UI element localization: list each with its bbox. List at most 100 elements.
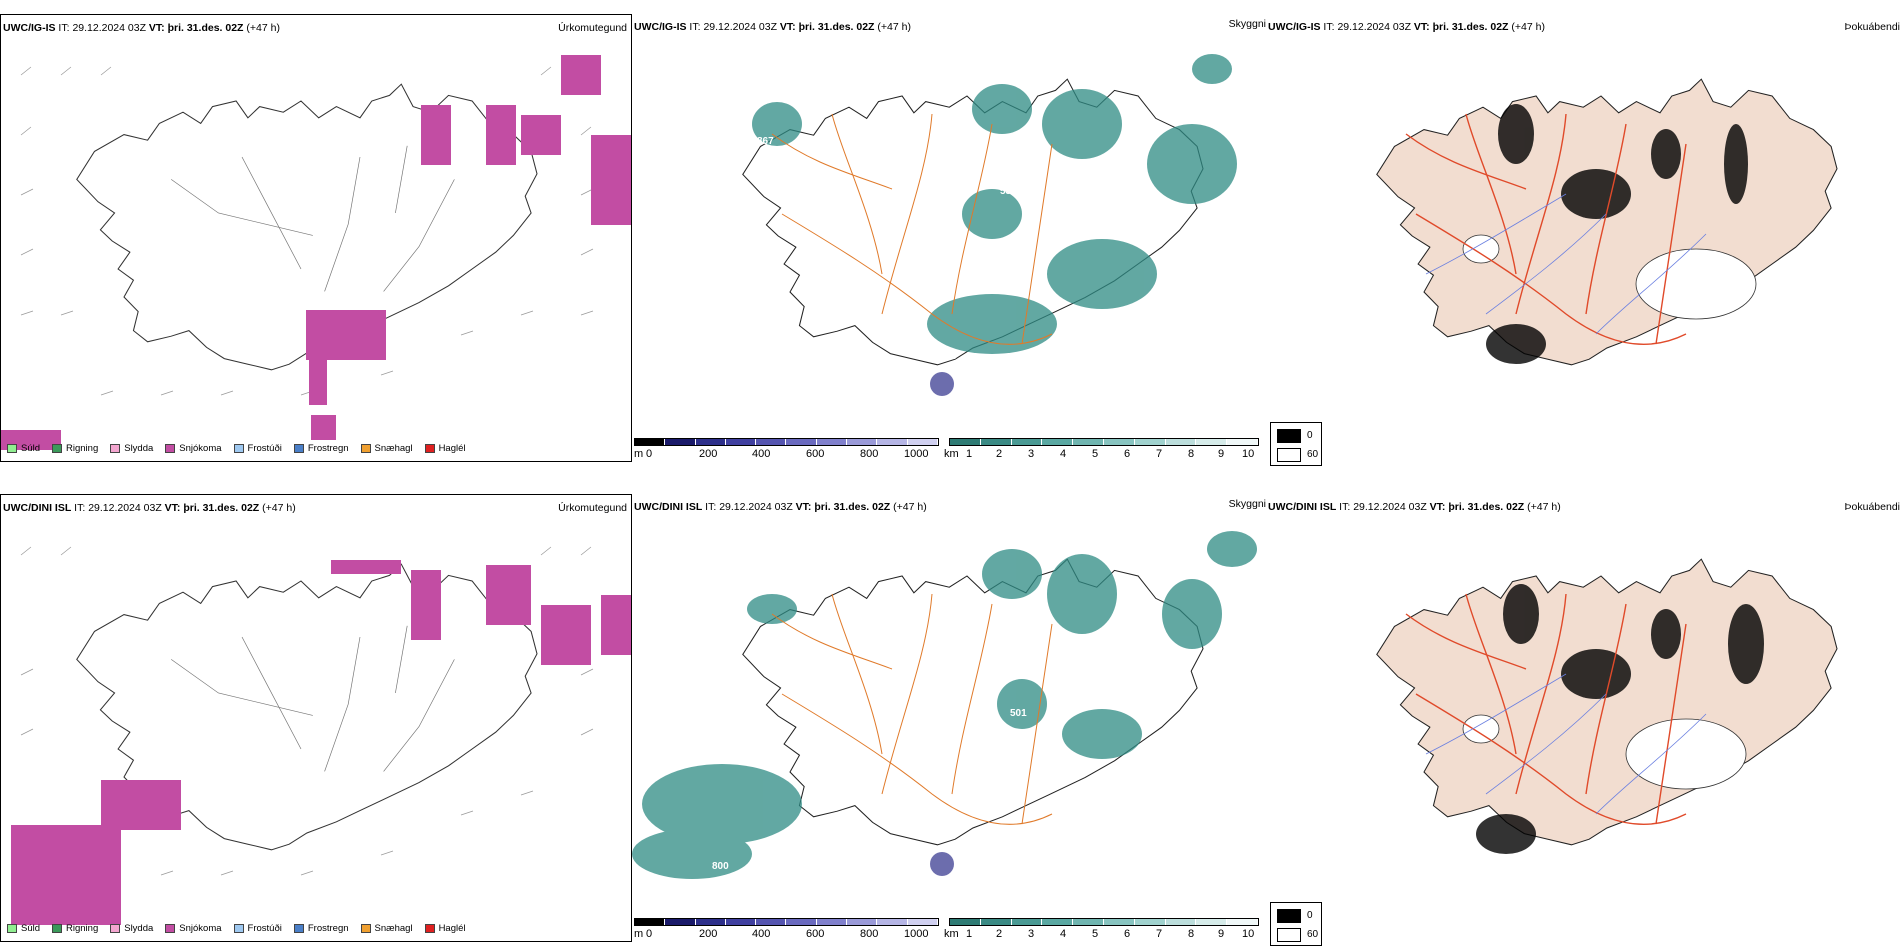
panel-type-label: Úrkomutegund bbox=[558, 22, 627, 34]
panel-title: UWC/DINI ISL IT: 29.12.2024 03Z VT: þri.… bbox=[1268, 501, 1561, 513]
legend-item: Haglél bbox=[424, 923, 466, 934]
colorbar-tick: 800 bbox=[860, 928, 879, 940]
height-colorbar: m 0 200 400 600 800 1000 bbox=[634, 438, 944, 472]
fog-legend-value: 0 bbox=[1307, 910, 1313, 921]
fog-legend-value: 60 bbox=[1307, 929, 1319, 940]
fog-legend-value: 60 bbox=[1307, 449, 1319, 460]
colorbar-tick: 800 bbox=[860, 448, 879, 460]
legend-item: Rigning bbox=[52, 923, 98, 934]
legend-swatch bbox=[424, 924, 435, 933]
fog-legend-swatch bbox=[1277, 429, 1301, 443]
legend-item: Súld bbox=[7, 443, 40, 454]
legend-item: Snjókoma bbox=[165, 443, 222, 454]
colorbar-tick: 0 bbox=[646, 448, 653, 460]
colorbar-tick: 200 bbox=[699, 448, 718, 460]
legend-swatch bbox=[110, 444, 121, 453]
legend-swatch bbox=[233, 924, 244, 933]
colorbar-tick: 2 bbox=[996, 928, 1003, 940]
visibility-areas bbox=[752, 54, 1237, 354]
legend-item: Slydda bbox=[110, 443, 153, 454]
colorbar-tick: 200 bbox=[699, 928, 718, 940]
colorbar-tick: 3 bbox=[1028, 448, 1035, 460]
snow-areas bbox=[1, 55, 631, 450]
colorbar-tick: 4 bbox=[1060, 448, 1067, 460]
colorbar-tick: 1 bbox=[966, 448, 973, 460]
fog-map-bottom bbox=[1376, 558, 1838, 854]
fog-panel-top: UWC/IG-IS IT: 29.12.2024 03Z VT: þri. 31… bbox=[1266, 14, 1900, 466]
panel-type-label: Skyggni bbox=[1228, 498, 1266, 510]
colorbar-tick: 7 bbox=[1156, 928, 1163, 940]
colorbar-tick: 2 bbox=[996, 448, 1003, 460]
fog-legend-swatch bbox=[1277, 448, 1301, 462]
legend-swatch bbox=[293, 924, 304, 933]
panel-title: UWC/IG-IS IT: 29.12.2024 03Z VT: þri. 31… bbox=[634, 21, 911, 33]
legend-item: Frostregn bbox=[293, 923, 349, 934]
map-value-label: 501 bbox=[1010, 708, 1027, 719]
legend-item: Snjókoma bbox=[165, 923, 222, 934]
legend-item: Rigning bbox=[52, 443, 98, 454]
legend-swatch bbox=[7, 924, 17, 933]
cloud-panel-bottom: UWC/DINI ISL IT: 29.12.2024 03Z VT: þri.… bbox=[632, 494, 1266, 942]
map-value-label: 800 bbox=[712, 861, 729, 872]
panel-type-label: Þokuábendi bbox=[1844, 501, 1900, 513]
colorbar-tick: 5 bbox=[1092, 448, 1099, 460]
colorbar-tick: 9 bbox=[1218, 928, 1225, 940]
panel-title: UWC/IG-IS IT: 29.12.2024 03Z VT: þri. 31… bbox=[3, 22, 280, 34]
map-value-label: 793 bbox=[1137, 616, 1154, 627]
height-colorbar: m 0 200 400 600 800 1000 bbox=[634, 918, 944, 952]
colorbar-tick: 10 bbox=[1242, 448, 1255, 460]
colorbar-unit: m bbox=[634, 448, 644, 460]
colorbar-tick: 600 bbox=[806, 448, 825, 460]
panel-title: UWC/IG-IS IT: 29.12.2024 03Z VT: þri. 31… bbox=[1268, 21, 1545, 33]
cloud-map-bottom: 793 776 501 800 10 bbox=[632, 531, 1257, 879]
colorbar-tick: 3 bbox=[1028, 928, 1035, 940]
fog-legend-value: 0 bbox=[1307, 430, 1313, 441]
colorbar-tick: 6 bbox=[1124, 928, 1131, 940]
colorbar-unit: km bbox=[944, 448, 959, 460]
panel-type-label: Úrkomutegund bbox=[558, 502, 627, 514]
legend-item: Frostúði bbox=[233, 443, 282, 454]
colorbar-tick: 7 bbox=[1156, 448, 1163, 460]
colorbar-tick: 9 bbox=[1218, 448, 1225, 460]
colorbar-unit: km bbox=[944, 928, 959, 940]
fog-legend-swatch bbox=[1277, 909, 1301, 923]
fog-map-top bbox=[1376, 78, 1838, 366]
precip-legend: Súld Rigning Slydda Snjókoma Frostúði Fr… bbox=[7, 443, 466, 454]
panel-type-label: Skyggni bbox=[1228, 18, 1266, 30]
legend-swatch bbox=[165, 444, 176, 453]
legend-swatch bbox=[360, 924, 371, 933]
colorbar-tick: 600 bbox=[806, 928, 825, 940]
fog-legend: 0 60 bbox=[1270, 422, 1322, 466]
fog-legend-swatch bbox=[1277, 928, 1301, 942]
colorbar-tick: 6 bbox=[1124, 448, 1131, 460]
panel-title: UWC/DINI ISL IT: 29.12.2024 03Z VT: þri.… bbox=[3, 502, 296, 514]
panel-type-label: Þokuábendi bbox=[1844, 21, 1900, 33]
legend-swatch bbox=[110, 924, 121, 933]
legend-item: Snæhagl bbox=[360, 923, 413, 934]
cloud-map-top: 867 533 285 16 bbox=[742, 54, 1237, 396]
visibility-colorbar: km 1 2 3 4 5 6 7 8 9 10 bbox=[944, 438, 1264, 472]
precip-panel-top: UWC/IG-IS IT: 29.12.2024 03Z VT: þri. 31… bbox=[0, 14, 632, 462]
colorbar-unit: m bbox=[634, 928, 644, 940]
colorbar-tick: 1 bbox=[966, 928, 973, 940]
legend-swatch bbox=[52, 924, 63, 933]
legend-swatch bbox=[52, 444, 63, 453]
legend-swatch bbox=[7, 444, 17, 453]
colorbar-tick: 4 bbox=[1060, 928, 1067, 940]
colorbar-tick: 400 bbox=[752, 928, 771, 940]
colorbar-tick: 1000 bbox=[904, 928, 929, 940]
precip-map-bottom bbox=[11, 546, 631, 925]
legend-swatch bbox=[424, 444, 435, 453]
colorbar-tick: 8 bbox=[1188, 448, 1195, 460]
fog-legend: 0 60 bbox=[1270, 902, 1322, 946]
snow-areas bbox=[11, 560, 631, 925]
colorbar-tick: 8 bbox=[1188, 928, 1195, 940]
cloud-panel-top: UWC/IG-IS IT: 29.12.2024 03Z VT: þri. 31… bbox=[632, 14, 1266, 462]
legend-swatch bbox=[293, 444, 304, 453]
legend-item: Slydda bbox=[110, 923, 153, 934]
map-value-label: 533 bbox=[1000, 186, 1017, 197]
colorbar-tick: 10 bbox=[1242, 928, 1255, 940]
precip-legend: Súld Rigning Slydda Snjókoma Frostúði Fr… bbox=[7, 923, 466, 934]
precip-panel-bottom: UWC/DINI ISL IT: 29.12.2024 03Z VT: þri.… bbox=[0, 494, 632, 942]
map-value-label: 867 bbox=[757, 136, 774, 147]
